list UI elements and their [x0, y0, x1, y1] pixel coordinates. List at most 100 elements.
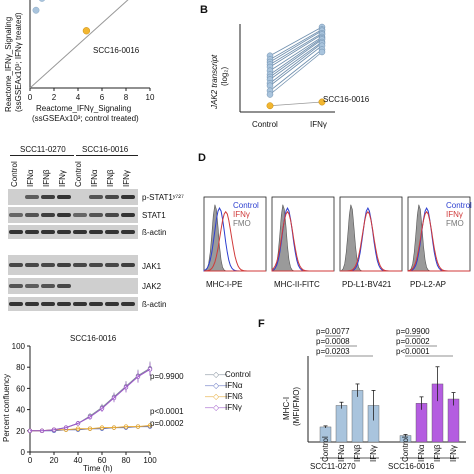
blot-band: [57, 302, 71, 306]
blot-band: [89, 302, 103, 306]
legend-d-2: FMO: [233, 219, 251, 228]
blot-band: [41, 230, 55, 234]
legend-d2-1: IFNγ: [446, 210, 463, 219]
x-tick-label-a: 4: [76, 93, 81, 102]
y-tick-label-e: 100: [12, 342, 26, 351]
blot-band: [9, 284, 23, 288]
pvalue-f-g2-3: p<0.0001: [396, 347, 430, 356]
pvalue-e-ifna: p<0.0001: [150, 407, 184, 416]
highlight-line-b: [269, 101, 323, 107]
legend-e-symbol-3: —◇—: [205, 403, 228, 412]
panel-b: SCC16-0016 JAK2 transcript (log₂) Contro…: [200, 14, 370, 144]
pair-line-b: [269, 36, 323, 72]
y-axis-label-e: Percent confluency: [2, 373, 11, 442]
y-tick-label-e: 60: [16, 384, 25, 393]
x-tick-label-e: 80: [122, 456, 131, 465]
pair-line-b: [269, 29, 323, 60]
y-tick-label-e: 20: [16, 427, 25, 436]
blot-band: [73, 263, 87, 267]
blot-band: [105, 213, 119, 217]
blot-band: [41, 302, 55, 306]
bar-chart-f: [307, 335, 466, 459]
blot-band: [9, 230, 23, 234]
blot-band: [105, 195, 119, 199]
control-point-b: [266, 91, 274, 98]
category-label-f: Control: [321, 436, 330, 462]
blot-group2: SCC16-0016: [82, 145, 129, 154]
growth-curve-e: 0 20 40 60 80 100 0 20 40 60 80 100: [12, 342, 158, 465]
lane-label-7: IFNγ: [122, 170, 131, 187]
blot-group1: SCC11-0270: [20, 145, 66, 154]
pvalue-f-g1-2: p=0.0008: [316, 337, 350, 346]
pvalue-e-control: p=0.9900: [150, 372, 184, 381]
bar-f: [447, 398, 460, 443]
panel-f: MHC-I (MFI/FMO) p=0.0077 p=0.0008 p=0.02…: [280, 322, 474, 474]
y-axis-label-f: MHC-I: [282, 396, 291, 420]
lane-label-4: Control: [74, 161, 83, 187]
blot-band: [89, 213, 103, 217]
pvalue-f-g1-1: p=0.0077: [316, 327, 350, 336]
chart-title-e: SCC16-0016: [70, 334, 117, 343]
band-label-jak2: JAK2: [142, 282, 162, 291]
x-tick-label-a: 6: [100, 93, 105, 102]
panel-letter-b: B: [200, 4, 208, 16]
marker-label-0: MHC-I-PE: [206, 280, 243, 289]
blot-band: [89, 263, 103, 267]
pair-line-b: [269, 32, 323, 65]
pair-line-b: [269, 34, 323, 68]
lane-label-6: IFNβ: [106, 169, 115, 188]
western-blot-panel: SCC11-0270 SCC16-0016 Control IFNα IFNβ IFN…: [0, 145, 200, 315]
legend-e-symbol-0: —◇—: [205, 370, 228, 379]
blot-band: [41, 263, 55, 267]
ifng-histogram: [203, 210, 266, 272]
blot-band: [121, 302, 135, 306]
x-tick-label-e: 40: [74, 456, 83, 465]
data-point-a: [32, 6, 40, 14]
marker-label-2: PD-L1-BV421: [342, 280, 392, 289]
band-label-stat1: STAT1: [142, 211, 166, 220]
paired-plot-b: [239, 23, 335, 113]
band-label-actin1: ß-actin: [142, 228, 167, 237]
legend-e-symbol-2: —◇—: [205, 392, 228, 401]
legend-e-label-3: IFNγ: [225, 403, 242, 412]
pair-line-b: [269, 41, 323, 80]
histogram-panels-d: [203, 196, 471, 272]
marker-label-3: PD-L2-AP: [410, 280, 447, 289]
highlight-label-a: SCC16-0016: [93, 46, 140, 55]
blot-pstat1: [8, 189, 138, 205]
blot-band: [57, 230, 71, 234]
x-tick-b-control: Control: [252, 120, 278, 129]
y-tick-label-e: 40: [16, 406, 25, 415]
ifng-histogram: [407, 210, 470, 272]
blot-band: [9, 302, 23, 306]
panel-e: SCC16-0016 0 20 40 60 80 100 0 20 40 60 80 100 Perc…: [0, 330, 200, 474]
band-label-jak1: JAK1: [142, 262, 162, 271]
legend-e: —◇— Control —◇— IFNα —◇— IFNß —◇— IFNγ: [205, 370, 265, 430]
group2-underline: [76, 155, 138, 156]
y-axis-label-a2: (ssGSEAx10³; IFNγ treated): [14, 12, 23, 112]
x-tick-label-a: 10: [146, 93, 155, 102]
blot-band: [73, 302, 87, 306]
blot-band: [105, 302, 119, 306]
series-line-e: [30, 367, 151, 432]
blot-band: [25, 284, 39, 288]
x-axis-label-a1: Reactome_IFNγ_Signaling: [36, 104, 132, 113]
ifng-histogram: [340, 210, 402, 272]
blot-band: [57, 213, 71, 217]
x-tick-label-a: 2: [52, 93, 57, 102]
blot-band: [89, 195, 103, 199]
highlight-control-point-b: [266, 102, 274, 110]
blot-band: [25, 230, 39, 234]
series-line-e: [30, 368, 151, 432]
blot-jak2: [8, 278, 138, 294]
pvalue-f-g2-2: p=0.0002: [396, 337, 430, 346]
x-tick-label-e: 0: [28, 456, 33, 465]
blot-band: [121, 263, 135, 267]
x-tick-label-e: 60: [98, 456, 107, 465]
ifng-point-b: [318, 48, 326, 56]
data-point-a: [38, 0, 46, 2]
group-label-f1: SCC11-0270: [310, 462, 356, 471]
category-label-f: IFNβ: [433, 444, 442, 463]
x-tick-label-a: 8: [124, 93, 129, 102]
category-label-f: IFNγ: [369, 445, 378, 462]
